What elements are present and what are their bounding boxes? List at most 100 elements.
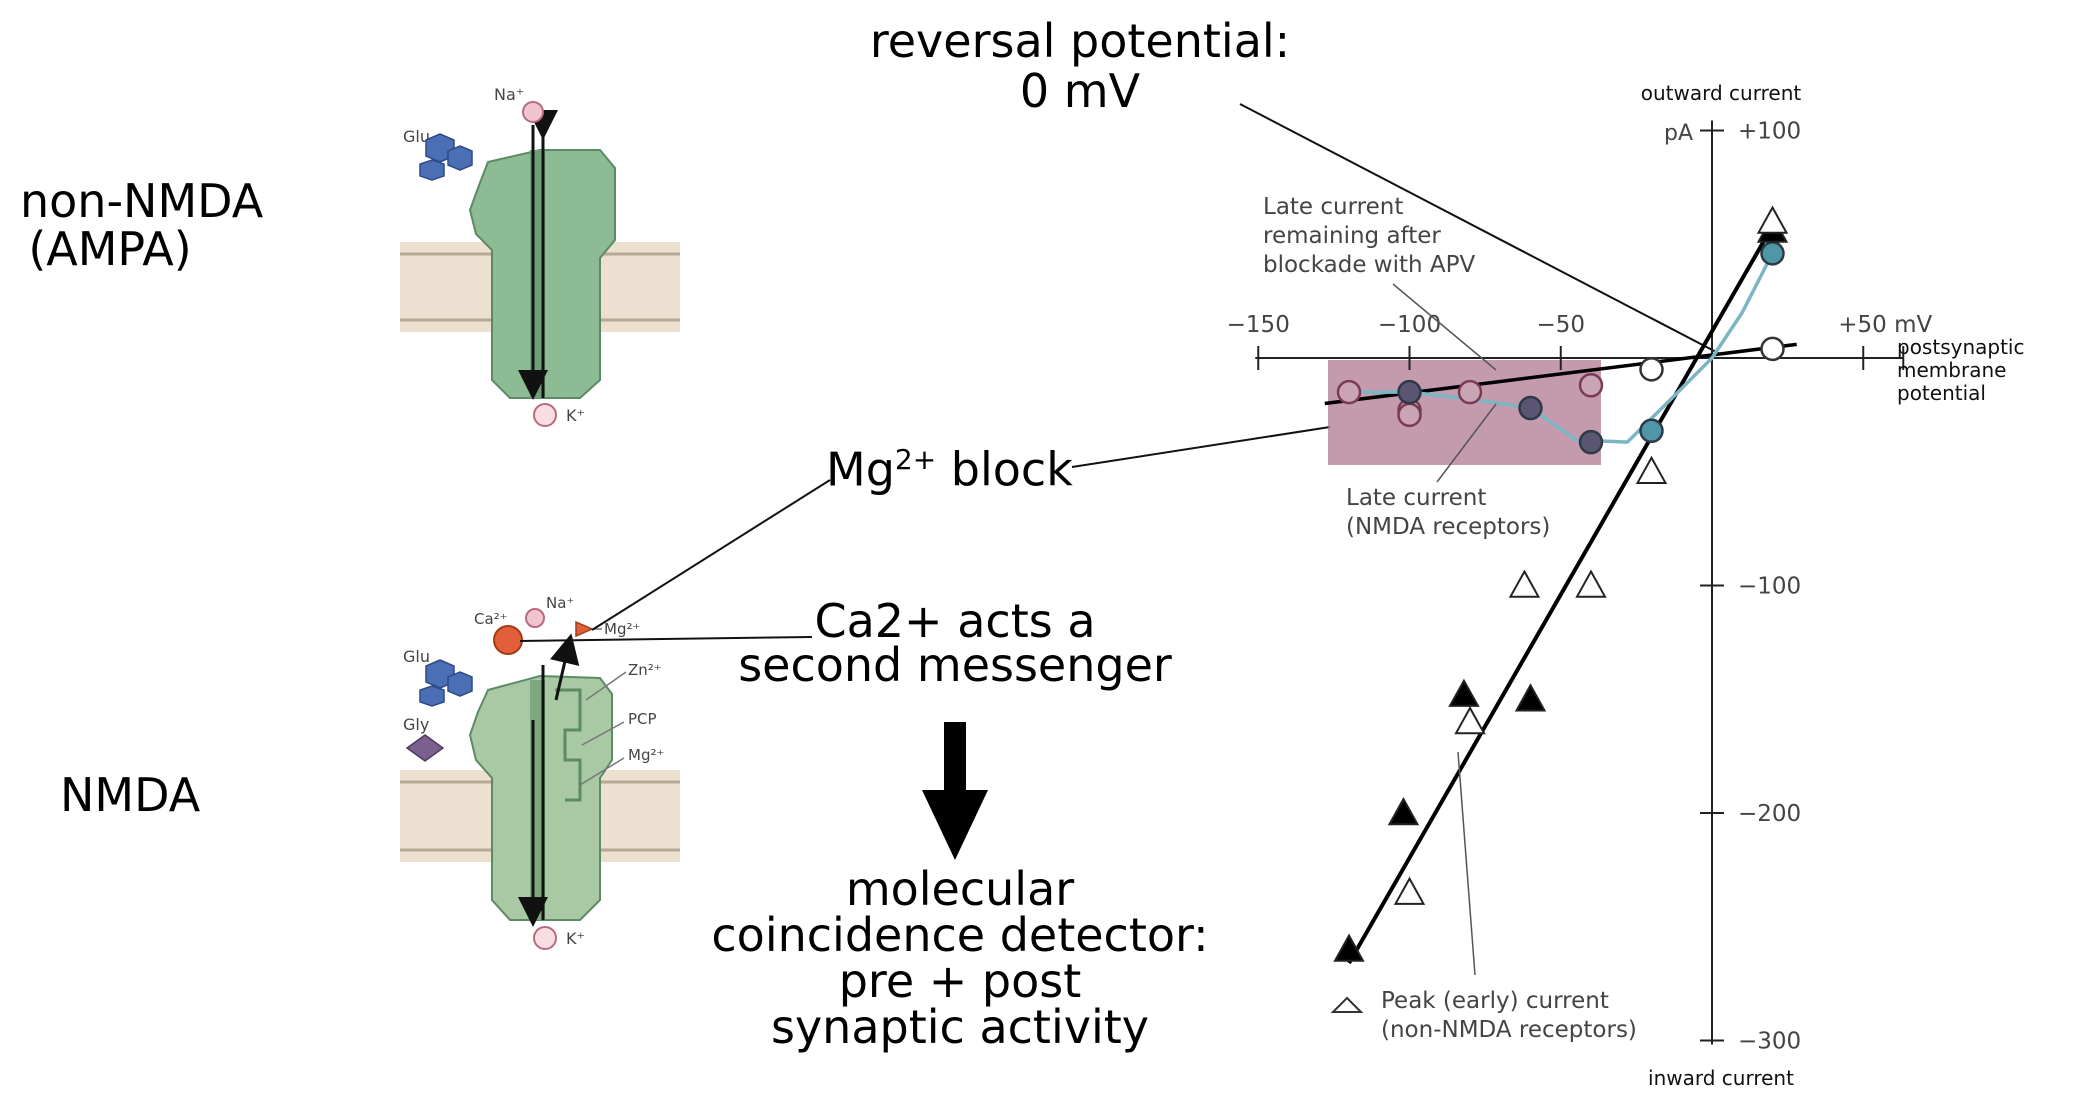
graph-marks	[1333, 205, 1789, 962]
nmda-pcp-leader	[581, 721, 625, 746]
ampa-glutamate-icon	[419, 133, 473, 181]
nmda-label: NMDA	[60, 768, 201, 822]
graph-tick-labels: −150 −100 −50 +50 mV+100−100−200−300	[1227, 119, 1933, 1055]
late-nmda-leader	[1436, 403, 1497, 483]
nmda-mg-site-leader	[579, 757, 625, 786]
ca-pointer-line	[519, 636, 813, 642]
nmda-glu-label: Glu	[403, 647, 430, 666]
nmda-glutamate-icon	[419, 659, 473, 707]
ca-second-messenger-label: Ca2+ acts a second messenger	[730, 598, 1180, 688]
ca-line2: second messenger	[738, 638, 1172, 692]
nmda-late-current-point	[1639, 418, 1664, 444]
late-apv-leader	[1392, 283, 1497, 371]
apv-late-current-point	[1336, 379, 1362, 405]
late-apv-label-line1: Late current	[1263, 194, 1403, 220]
nmda-ca-label: Ca²⁺	[474, 610, 508, 628]
nmda-na-ion	[525, 608, 545, 628]
ampa-k-ion	[533, 403, 557, 427]
nmda-mg-ion	[575, 620, 594, 638]
nmda-late-current-point	[1397, 379, 1422, 405]
peak-current-fit-line	[1347, 225, 1775, 965]
reversal-pointer-line	[1239, 103, 1721, 355]
nmda-zn-label: Zn²⁺	[628, 661, 662, 679]
x-tick-label: −150	[1227, 312, 1290, 338]
peak-current-point	[1635, 455, 1668, 484]
apv-late-current-point	[1397, 402, 1422, 428]
detector-line3: pre + post	[838, 954, 1082, 1008]
nmda-k-label: K⁺	[566, 929, 585, 948]
nmda-pcp-label: PCP	[628, 710, 657, 728]
nmda-label-text: NMDA	[60, 768, 201, 822]
nmda-mg-site-label: Mg²⁺	[628, 746, 664, 764]
coincidence-detector-label: molecular coincidence detector: pre + po…	[690, 866, 1230, 1050]
peak-current-point	[1454, 705, 1486, 735]
late-nmda-label-line1: Late current	[1346, 485, 1486, 511]
nmda-late-current-point	[1760, 241, 1785, 266]
reversal-line2: 0 mV	[1019, 64, 1141, 118]
reversal-line1: reversal potential:	[869, 14, 1291, 68]
mg-block-pointer-graph	[1071, 426, 1331, 468]
mg-block-pointer-channel	[591, 479, 831, 631]
apv-late-current-point	[1578, 373, 1604, 398]
mg-block-region	[1328, 360, 1601, 465]
y-tick-label: +100	[1738, 119, 1801, 145]
nmda-na-label: Na⁺	[546, 594, 574, 612]
peak-current-point	[1756, 205, 1789, 234]
apv-late-current-point	[1457, 379, 1483, 405]
nmda-late-current-point	[1518, 395, 1543, 421]
mg-block-prefix: Mg	[826, 442, 895, 497]
ampa-glutamate-shape3	[419, 159, 445, 181]
mg-block-sup: 2+	[894, 443, 937, 476]
nmda-mg-label: Mg²⁺	[604, 620, 640, 638]
late-apv-label-line2: remaining after	[1263, 223, 1441, 249]
peak-label-line1: Peak (early) current	[1381, 988, 1609, 1014]
apv-late-current-point	[1760, 336, 1785, 362]
iv-graph: −150 −100 −50 +50 mV+100−100−200−300 outwar…	[1227, 81, 2025, 1090]
nmda-gly-label: Gly	[403, 715, 429, 734]
x-tick-label: +50 mV	[1838, 312, 1932, 338]
filled-triangle-point	[1333, 933, 1365, 962]
nmda-zn-leader	[585, 671, 627, 701]
nmda-channel-binding-sites	[555, 688, 582, 802]
ampa-glutamate-shape2	[447, 145, 473, 171]
mg-block-suffix: block	[936, 442, 1073, 497]
nmda-ca-na-arrow	[550, 633, 580, 701]
peak-legend-triangle-icon	[1330, 996, 1364, 1013]
ca-line1: Ca2+ acts a	[814, 594, 1096, 648]
x-tick-label: −50	[1536, 312, 1585, 338]
apv-late-current-point	[1639, 357, 1664, 382]
peak-leader	[1457, 751, 1476, 976]
outward-current-label: outward current	[1641, 81, 1802, 105]
y-tick-label: −200	[1738, 801, 1801, 827]
x-axis-label-line1: postsynaptic	[1897, 335, 2024, 359]
detector-line2: coincidence detector:	[711, 908, 1209, 962]
inward-current-label: inward current	[1648, 1066, 1794, 1090]
down-arrow-icon	[922, 722, 988, 860]
ampa-k-label: K⁺	[566, 406, 585, 425]
mg-block-label: Mg2+ block	[826, 443, 1073, 493]
nmda-glutamate-shape2	[447, 671, 473, 697]
nmda-glycine-icon	[405, 734, 445, 762]
x-axis-label-line2: membrane	[1897, 358, 2006, 382]
peak-label-line2: (non-NMDA receptors)	[1381, 1017, 1637, 1043]
filled-triangle-point	[1448, 678, 1480, 707]
non-nmda-label-line2: (AMPA)	[28, 222, 192, 276]
peak-current-point	[1575, 569, 1607, 598]
detector-line1: molecular	[845, 862, 1075, 916]
detector-line4: synaptic activity	[770, 1000, 1150, 1054]
nmda-channel-diagram: Ca²⁺ Na⁺ Mg²⁺ Zn²⁺ PCP Mg²⁺ Glu Gly K⁺	[400, 594, 680, 950]
ampa-na-label: Na⁺	[494, 85, 524, 104]
y-tick-label: −300	[1738, 1029, 1801, 1055]
y-tick-label: −100	[1738, 574, 1801, 600]
ampa-glu-label: Glu	[403, 127, 430, 146]
filled-triangle-point	[1387, 796, 1420, 826]
nmda-ca-ion	[493, 625, 523, 655]
late-apv-label-line3: blockade with APV	[1263, 252, 1475, 278]
ampa-na-ion	[522, 101, 544, 123]
nmda-k-ion	[533, 926, 557, 950]
ampa-channel-diagram: Na⁺ K⁺ Glu	[400, 85, 680, 427]
late-nmda-label-line2: (NMDA receptors)	[1346, 514, 1550, 540]
filled-triangle-point	[1514, 683, 1547, 712]
